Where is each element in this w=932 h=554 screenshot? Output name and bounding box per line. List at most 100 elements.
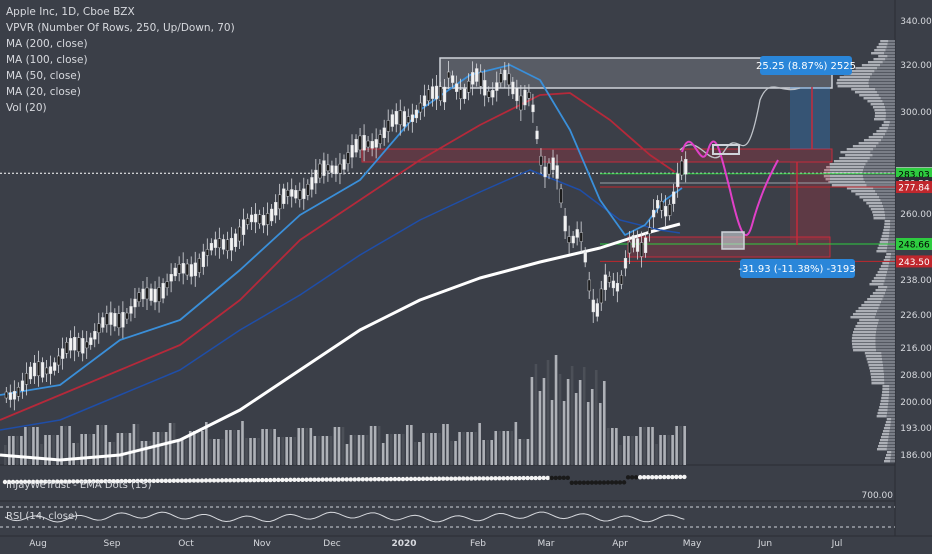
vpvr-bar-down — [878, 94, 895, 97]
vpvr-bar-down — [876, 328, 895, 331]
vpvr-bar-up — [863, 139, 882, 142]
candle-body — [225, 239, 230, 252]
vpvr-bar-down — [862, 172, 895, 175]
vpvr-bar-up — [867, 100, 883, 103]
candle-body — [591, 299, 595, 313]
vpvr-bar-down — [882, 202, 895, 205]
vpvr-bar-down — [872, 154, 895, 157]
indicator-ma200[interactable]: MA (200, close) — [6, 38, 88, 50]
volume-bar — [663, 435, 666, 465]
volume-bar — [265, 429, 268, 465]
vpvr-bar-down — [879, 304, 895, 307]
vpvr-bar-down — [883, 373, 895, 376]
volume-bar — [486, 440, 489, 465]
price-tick-label: 260.00 — [900, 210, 932, 220]
vpvr-bar-up — [884, 220, 891, 223]
candle-body — [254, 213, 258, 223]
indicator-vpvr[interactable]: VPVR (Number Of Rows, 250, Up/Down, 70) — [6, 22, 235, 34]
vpvr-bar-down — [883, 136, 895, 139]
ema-dot — [18, 479, 24, 485]
ema-dot — [581, 480, 587, 485]
candle-body — [619, 274, 624, 285]
vpvr-bar-down — [888, 397, 895, 400]
volume-bar — [297, 428, 301, 465]
vpvr-bar-down — [884, 211, 895, 214]
ema-dot — [75, 479, 80, 484]
vpvr-bar-down — [881, 301, 895, 304]
candle-body — [65, 342, 69, 354]
chart-title[interactable]: Apple Inc, 1D, Cboe BZX — [6, 6, 135, 18]
vpvr-bar-up — [845, 154, 873, 157]
vpvr-bar-down — [889, 262, 895, 265]
ema-dot — [260, 477, 265, 483]
vpvr-bar-up — [870, 295, 884, 298]
volume-bar — [333, 427, 337, 465]
vpvr-bar-up — [876, 415, 887, 418]
target-box — [721, 231, 745, 250]
ema-dot — [239, 478, 245, 483]
volume-bar — [647, 427, 650, 465]
ema-dot — [276, 477, 281, 483]
price-tick-label: 238.00 — [900, 276, 932, 286]
indicator-ma100[interactable]: MA (100, close) — [6, 54, 88, 66]
candle-body — [262, 214, 266, 226]
ema-dot — [227, 478, 233, 483]
vpvr-bar-up — [880, 436, 889, 439]
indicator-ma20[interactable]: MA (20, close) — [6, 86, 81, 98]
ema-dot — [553, 475, 558, 481]
volume-bar — [116, 433, 120, 465]
volume-bar — [369, 426, 373, 465]
vpvr-bar-up — [863, 97, 881, 100]
ema-dot — [139, 478, 144, 484]
price-level-label: 277.84 — [898, 184, 930, 194]
vpvr-bar-up — [829, 163, 866, 166]
volume-bar — [293, 437, 297, 465]
vpvr-bar-up — [877, 445, 888, 448]
vpvr-bar-up — [883, 121, 890, 124]
vpvr-bar-down — [879, 196, 895, 199]
ema-dot — [674, 474, 679, 480]
ema-dot — [356, 477, 361, 482]
candle-body — [394, 111, 398, 125]
vpvr-bar-up — [873, 58, 886, 61]
volume-bar — [418, 442, 421, 465]
indicator-vol[interactable]: Vol (20) — [6, 102, 47, 114]
candle-body — [302, 188, 306, 199]
candle-body — [611, 280, 616, 289]
ema-dot — [625, 475, 631, 480]
vpvr-bar-down — [891, 253, 895, 256]
ema-dot — [428, 476, 434, 482]
indicator-ma50[interactable]: MA (50, close) — [6, 70, 81, 82]
projection-path-down — [681, 140, 779, 237]
vpvr-bar-up — [863, 199, 881, 202]
vpvr-bar-up — [855, 193, 878, 196]
vpvr-bar-up — [877, 271, 888, 274]
candle-body — [676, 173, 680, 187]
ema-dot — [151, 478, 156, 484]
volume-bar — [381, 443, 385, 465]
vpvr-bar-up — [866, 202, 883, 205]
candle-body — [487, 91, 491, 98]
vpvr-bar-up — [881, 235, 889, 238]
ema-dot — [231, 478, 237, 483]
price-level-label: 283.03 — [898, 170, 930, 180]
candle-body — [97, 323, 101, 334]
volume-bar — [570, 366, 574, 465]
vpvr-bar-down — [883, 205, 895, 208]
vpvr-bar-down — [881, 139, 895, 142]
candle-body — [237, 226, 242, 242]
volume-bar — [269, 429, 272, 465]
candle-body — [270, 208, 274, 222]
ema-dot — [284, 477, 289, 483]
ema-dot — [408, 476, 414, 482]
candle-body — [290, 189, 294, 197]
candle-body — [684, 159, 688, 175]
candles — [4, 61, 688, 411]
ema-dot — [244, 478, 249, 483]
vpvr-bar-up — [881, 397, 889, 400]
vpvr-bar-up — [837, 79, 869, 82]
candle-body — [342, 159, 346, 170]
ema-dot — [641, 475, 647, 480]
